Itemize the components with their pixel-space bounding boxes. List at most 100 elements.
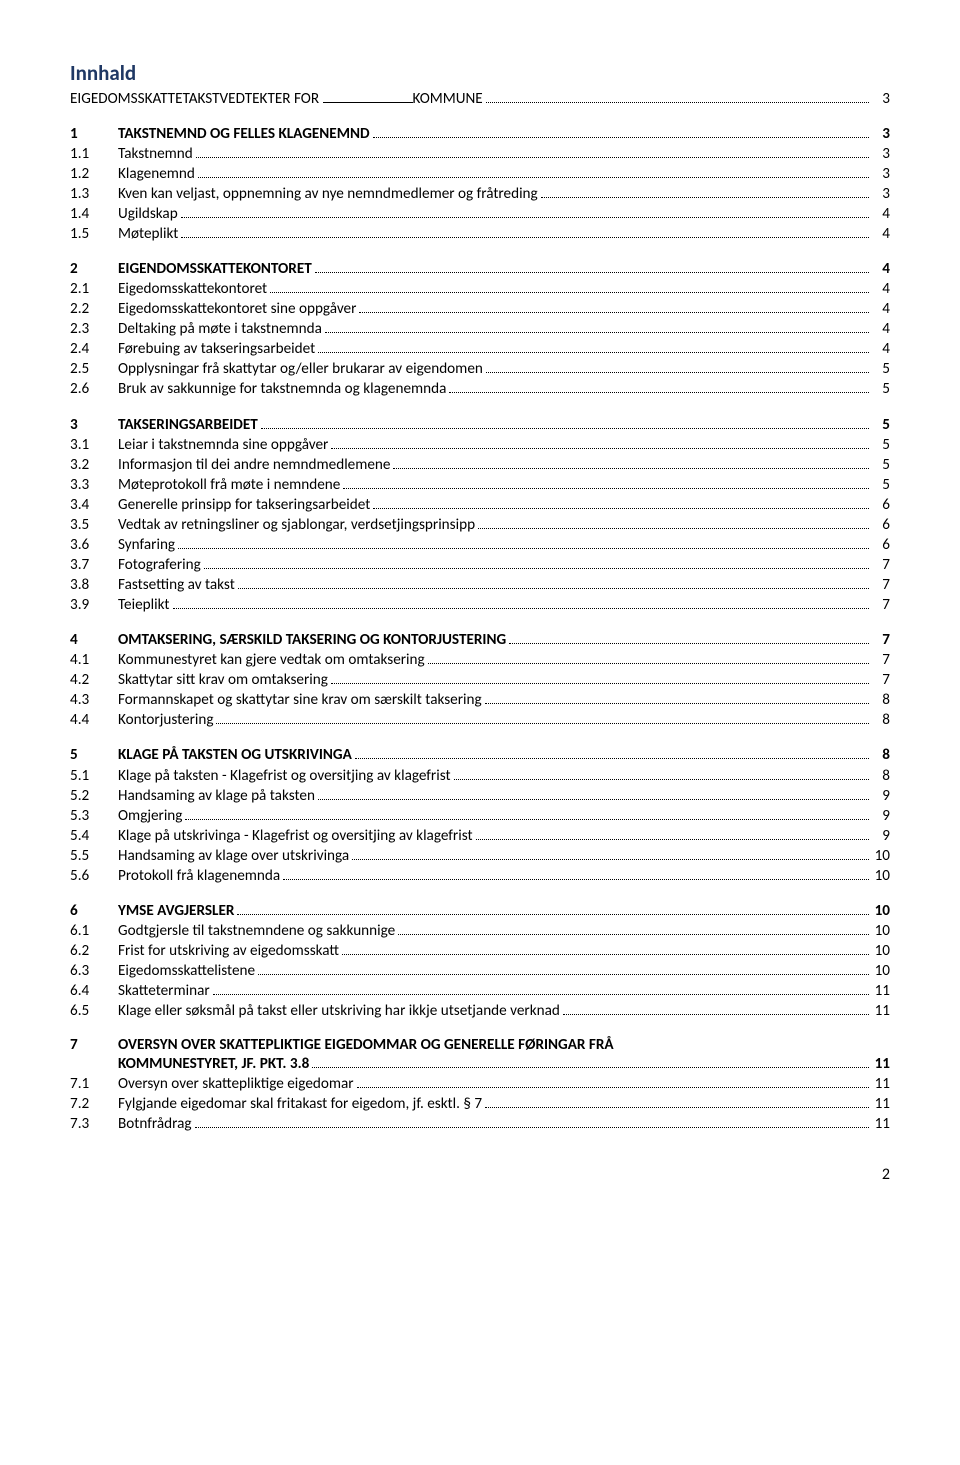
toc-entry[interactable]: 5.6Protokoll frå klagenemnda10 xyxy=(70,866,890,886)
entry-page: 11 xyxy=(872,1001,890,1021)
toc-entry[interactable]: 4.3Formannskapet og skattytar sine krav … xyxy=(70,690,890,710)
toc-entry[interactable]: 3.6Synfaring6 xyxy=(70,535,890,555)
entry-page: 10 xyxy=(872,901,890,921)
toc-entry[interactable]: 2.6Bruk av sakkunnige for takstnemnda og… xyxy=(70,379,890,399)
entry-number: 4.2 xyxy=(70,670,118,690)
entry-page: 11 xyxy=(872,1054,890,1074)
toc-entry[interactable]: 7.3Botnfrådrag11 xyxy=(70,1114,890,1134)
leader xyxy=(181,226,869,238)
leader xyxy=(355,748,869,760)
entry-number: 1.3 xyxy=(70,184,118,204)
entry-number: 5.6 xyxy=(70,866,118,886)
leader xyxy=(195,1117,869,1129)
top-line-prefix: EIGEDOMSSKATTETAKSTVEDTEKTER FOR xyxy=(70,89,319,109)
toc-entry[interactable]: 7.2Fylgjande eigedomar skal fritakast fo… xyxy=(70,1094,890,1114)
entry-page: 7 xyxy=(872,575,890,595)
leader xyxy=(213,984,869,996)
toc-entry[interactable]: 5.1Klage på taksten - Klagefrist og over… xyxy=(70,766,890,786)
entry-number: 6.3 xyxy=(70,961,118,981)
toc-entry[interactable]: 1TAKSTNEMND OG FELLES KLAGENEMND3 xyxy=(70,124,890,144)
toc-entry[interactable]: 2.3Deltaking på møte i takstnemnda4 xyxy=(70,319,890,339)
toc-entry[interactable]: 3.7Fotografering7 xyxy=(70,555,890,575)
toc-entry[interactable]: 1.4Ugildskap4 xyxy=(70,204,890,224)
entry-label: Protokoll frå klagenemnda xyxy=(118,866,280,886)
leader xyxy=(428,653,869,665)
toc-entry[interactable]: 5.2Handsaming av klage på taksten9 xyxy=(70,786,890,806)
entry-page: 5 xyxy=(872,435,890,455)
toc-entry[interactable]: 2.2Eigedomsskattekontoret sine oppgåver4 xyxy=(70,299,890,319)
leader xyxy=(238,577,869,589)
entry-number: 1.4 xyxy=(70,204,118,224)
toc-entry[interactable]: 6.4Skatteterminar11 xyxy=(70,981,890,1001)
toc-entry[interactable]: 3TAKSERINGSARBEIDET5 xyxy=(70,415,890,435)
section-gap xyxy=(70,244,890,259)
toc-entry[interactable]: 1.5Møteplikt4 xyxy=(70,224,890,244)
toc-entry[interactable]: 3.2Informasjon til dei andre nemndmedlem… xyxy=(70,455,890,475)
entry-label: Omgjering xyxy=(118,806,182,826)
toc-entry[interactable]: 1.2Klagenemnd3 xyxy=(70,164,890,184)
leader xyxy=(331,437,869,449)
toc-entry[interactable]: 6.1Godtgjersle til takstnemndene og sakk… xyxy=(70,921,890,941)
leader xyxy=(398,923,869,935)
entry-number: 5 xyxy=(70,745,118,765)
entry-label: Kommunestyret kan gjere vedtak om omtaks… xyxy=(118,650,425,670)
entry-page: 10 xyxy=(872,961,890,981)
toc-entry[interactable]: 7.1Oversyn over skattepliktige eigedomar… xyxy=(70,1074,890,1094)
section-gap xyxy=(70,1021,890,1036)
entry-label: Informasjon til dei andre nemndmedlemene xyxy=(118,455,390,475)
toc-entry[interactable]: 2.1Eigedomsskattekontoret4 xyxy=(70,279,890,299)
toc-entry[interactable]: 3.8Fastsetting av takst7 xyxy=(70,575,890,595)
entry-number: 3.5 xyxy=(70,515,118,535)
toc-entry[interactable]: 6.2Frist for utskriving av eigedomsskatt… xyxy=(70,941,890,961)
toc-entry[interactable]: 3.9Teieplikt7 xyxy=(70,595,890,615)
toc-entry[interactable]: 1.1Takstnemnd3 xyxy=(70,144,890,164)
toc-title: Innhald xyxy=(70,60,890,86)
entry-number: 5.2 xyxy=(70,786,118,806)
entry-label: Teieplikt xyxy=(118,595,170,615)
entry-page: 10 xyxy=(872,941,890,961)
entry-label: Opplysningar frå skattytar og/eller bruk… xyxy=(118,359,483,379)
toc-entry[interactable]: 2.5Opplysningar frå skattytar og/eller b… xyxy=(70,359,890,379)
entry-label: Kven kan veljast, oppnemning av nye nemn… xyxy=(118,184,538,204)
top-line-page: 3 xyxy=(872,89,890,109)
entry-number: 7.3 xyxy=(70,1114,118,1134)
entry-page: 7 xyxy=(872,595,890,615)
toc-entry[interactable]: 6.3Eigedomsskattelistene 10 xyxy=(70,961,890,981)
entry-label: Godtgjersle til takstnemndene og sakkunn… xyxy=(118,921,395,941)
leader xyxy=(261,417,869,429)
toc-entry[interactable]: 7OVERSYN OVER SKATTEPLIKTIGE EIGEDOMMAR … xyxy=(70,1036,890,1074)
toc-entry[interactable]: 5.4Klage på utskrivinga - Klagefrist og … xyxy=(70,826,890,846)
toc-entry[interactable]: 4.4Kontorjustering8 xyxy=(70,710,890,730)
top-line-suffix: KOMMUNE xyxy=(413,89,483,109)
leader xyxy=(325,322,869,334)
toc-entry[interactable]: 4.2Skattytar sitt krav om omtaksering7 xyxy=(70,670,890,690)
entry-number: 6.4 xyxy=(70,981,118,1001)
toc-entry[interactable]: 2.4Førebuing av takseringsarbeidet4 xyxy=(70,339,890,359)
entry-page: 10 xyxy=(872,921,890,941)
entry-label: OMTAKSERING, SÆRSKILD TAKSERING OG KONTO… xyxy=(118,630,506,650)
toc-entry[interactable]: 4OMTAKSERING, SÆRSKILD TAKSERING OG KONT… xyxy=(70,630,890,650)
entry-label: Klage på utskrivinga - Klagefrist og ove… xyxy=(118,826,473,846)
toc-entry[interactable]: 6YMSE AVGJERSLER10 xyxy=(70,901,890,921)
toc-entry[interactable]: 2EIGENDOMSSKATTEKONTORET4 xyxy=(70,259,890,279)
leader xyxy=(541,186,869,198)
leader xyxy=(454,768,869,780)
toc-entry[interactable]: 1.3Kven kan veljast, oppnemning av nye n… xyxy=(70,184,890,204)
leader xyxy=(343,477,869,489)
toc-entry[interactable]: 5KLAGE PÅ TAKSTEN OG UTSKRIVINGA8 xyxy=(70,745,890,765)
leader xyxy=(258,963,869,975)
entry-label-line2: KOMMUNESTYRET, JF. PKT. 3.8 xyxy=(118,1054,309,1074)
toc-entry[interactable]: 3.4Generelle prinsipp for takseringsarbe… xyxy=(70,495,890,515)
toc-entry[interactable]: 5.5Handsaming av klage over utskrivinga1… xyxy=(70,846,890,866)
toc-entry[interactable]: 3.1Leiar i takstnemnda sine oppgåver5 xyxy=(70,435,890,455)
toc-entry[interactable]: 5.3Omgjering9 xyxy=(70,806,890,826)
toc-entry[interactable]: 3.3Møteprotokoll frå møte i nemndene5 xyxy=(70,475,890,495)
toc-entry[interactable]: 3.5Vedtak av retningsliner og sjablongar… xyxy=(70,515,890,535)
entry-label: Deltaking på møte i takstnemnda xyxy=(118,319,322,339)
entry-page: 5 xyxy=(872,359,890,379)
entry-label: Eigedomsskattelistene xyxy=(118,961,255,981)
toc-entry[interactable]: 4.1Kommunestyret kan gjere vedtak om omt… xyxy=(70,650,890,670)
leader xyxy=(331,673,869,685)
entry-number: 7.2 xyxy=(70,1094,118,1114)
toc-entry[interactable]: 6.5Klage eller søksmål på takst eller ut… xyxy=(70,1001,890,1021)
